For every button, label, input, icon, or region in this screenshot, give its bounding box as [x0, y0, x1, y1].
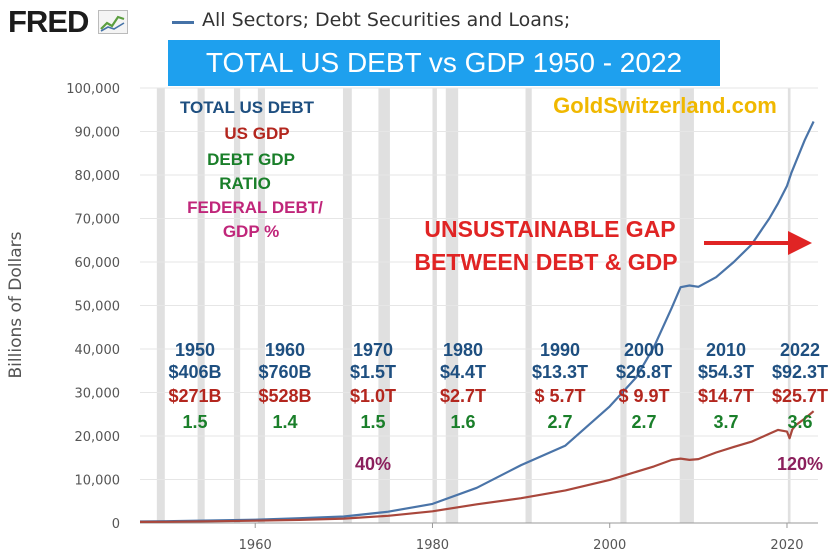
x-tick-label: 1980: [416, 538, 449, 553]
fred-logo-text: FRED: [8, 4, 89, 39]
y-axis-label: Billions of Dollars: [6, 231, 26, 379]
callout-ratio-2000: 2.7: [631, 412, 657, 432]
title-banner: TOTAL US DEBT vs GDP 1950 - 2022: [168, 40, 720, 86]
callout-gdp-1990: $ 5.7T: [534, 386, 586, 406]
chart-title: TOTAL US DEBT vs GDP 1950 - 2022: [205, 47, 683, 78]
site-watermark: GoldSwitzerland.com: [553, 93, 777, 118]
gap-arrow: [704, 231, 812, 255]
message-line2: BETWEEN DEBT & GDP: [414, 249, 678, 275]
callout-ratio-1950: 1.5: [182, 412, 208, 432]
series-line-gdp: [139, 410, 815, 524]
callout-ratio-2010: 3.7: [713, 412, 739, 432]
series-line-total-debt: [139, 121, 815, 523]
callout-ratio-1980: 1.6: [450, 412, 476, 432]
y-tick-label: 60,000: [75, 256, 121, 271]
callout-gdp-1980: $2.7T: [439, 386, 487, 406]
y-tick-label: 50,000: [75, 300, 121, 315]
key-ratio-line2: RATIO: [219, 174, 271, 193]
callout-debt-2000: $26.8T: [615, 362, 673, 382]
key-federal-line1: FEDERAL DEBT/: [187, 198, 323, 217]
callout-debt-2010: $54.3T: [697, 362, 755, 382]
callout-debt-1970: $1.5T: [349, 362, 397, 382]
callout-year-1960: 1960: [264, 340, 306, 360]
x-tick-label: 2020: [770, 538, 803, 553]
callout-debt-2022: $92.3T: [771, 362, 829, 382]
callout-gdp-1970: $1.0T: [349, 386, 397, 406]
callout-gdp-1960: $528B: [258, 386, 312, 406]
callout-year-2000: 2000: [623, 340, 665, 360]
callout-ratio-1970: 1.5: [360, 412, 386, 432]
arrow-head-icon: [788, 231, 812, 255]
y-tick-label: 10,000: [75, 474, 121, 489]
y-tick-label: 80,000: [75, 169, 121, 184]
callout-year-1970: 1970: [352, 340, 394, 360]
callout-debt-1950: $406B: [168, 362, 222, 382]
series-lines: [139, 121, 815, 524]
key-ratio-line1: DEBT GDP: [207, 150, 295, 169]
legend-label-debt: All Sectors; Debt Securities and Loans;: [202, 9, 571, 31]
x-tick-label: 1960: [239, 538, 272, 553]
callout-year-1950: 1950: [174, 340, 216, 360]
callout-federal-pct-1970: 40%: [354, 454, 392, 474]
callout-debt-1980: $4.4T: [439, 362, 487, 382]
key-federal-line2: GDP %: [222, 222, 280, 241]
callout-year-1980: 1980: [442, 340, 484, 360]
key-total-debt: TOTAL US DEBT: [179, 98, 315, 117]
callout-debt-1960: $760B: [258, 362, 312, 382]
callout-gdp-2022: $25.7T: [771, 386, 829, 406]
callout-year-2022: 2022: [779, 340, 821, 360]
y-tick-label: 30,000: [75, 387, 121, 402]
fred-graph-icon: [98, 10, 129, 34]
callout-ratio-1990: 2.7: [547, 412, 573, 432]
callout-ratio-1960: 1.4: [272, 412, 298, 432]
y-tick-labels: 0 10,000 20,000 30,000 40,000 50,000 60,000 70,…: [66, 82, 120, 532]
x-tick-labels: 1960 1980 2000 2020: [239, 538, 804, 553]
callout-gdp-2010: $14.7T: [697, 386, 755, 406]
callout-year-2010: 2010: [705, 340, 747, 360]
callout-ratio-2022: 3.6: [787, 412, 813, 432]
y-tick-label: 20,000: [75, 430, 121, 445]
gridlines: [140, 87, 818, 528]
y-tick-label: 90,000: [75, 126, 121, 141]
message-line1: UNSUSTAINABLE GAP: [424, 216, 676, 242]
callout-gdp-2000: $ 9.9T: [618, 386, 670, 406]
legend-swatch-debt: [172, 21, 194, 24]
callout-year-1990: 1990: [539, 340, 581, 360]
y-tick-label: 0: [112, 517, 120, 532]
x-tick-label: 2000: [593, 538, 626, 553]
callout-federal-pct-2022: 120%: [776, 454, 824, 474]
fred-logo: FRED: [8, 4, 129, 40]
callout-gdp-1950: $271B: [168, 386, 222, 406]
y-tick-label: 100,000: [66, 82, 120, 97]
y-tick-label: 40,000: [75, 343, 121, 358]
callout-debt-1990: $13.3T: [531, 362, 589, 382]
key-gdp: US GDP: [224, 124, 290, 143]
y-tick-label: 70,000: [75, 213, 121, 228]
